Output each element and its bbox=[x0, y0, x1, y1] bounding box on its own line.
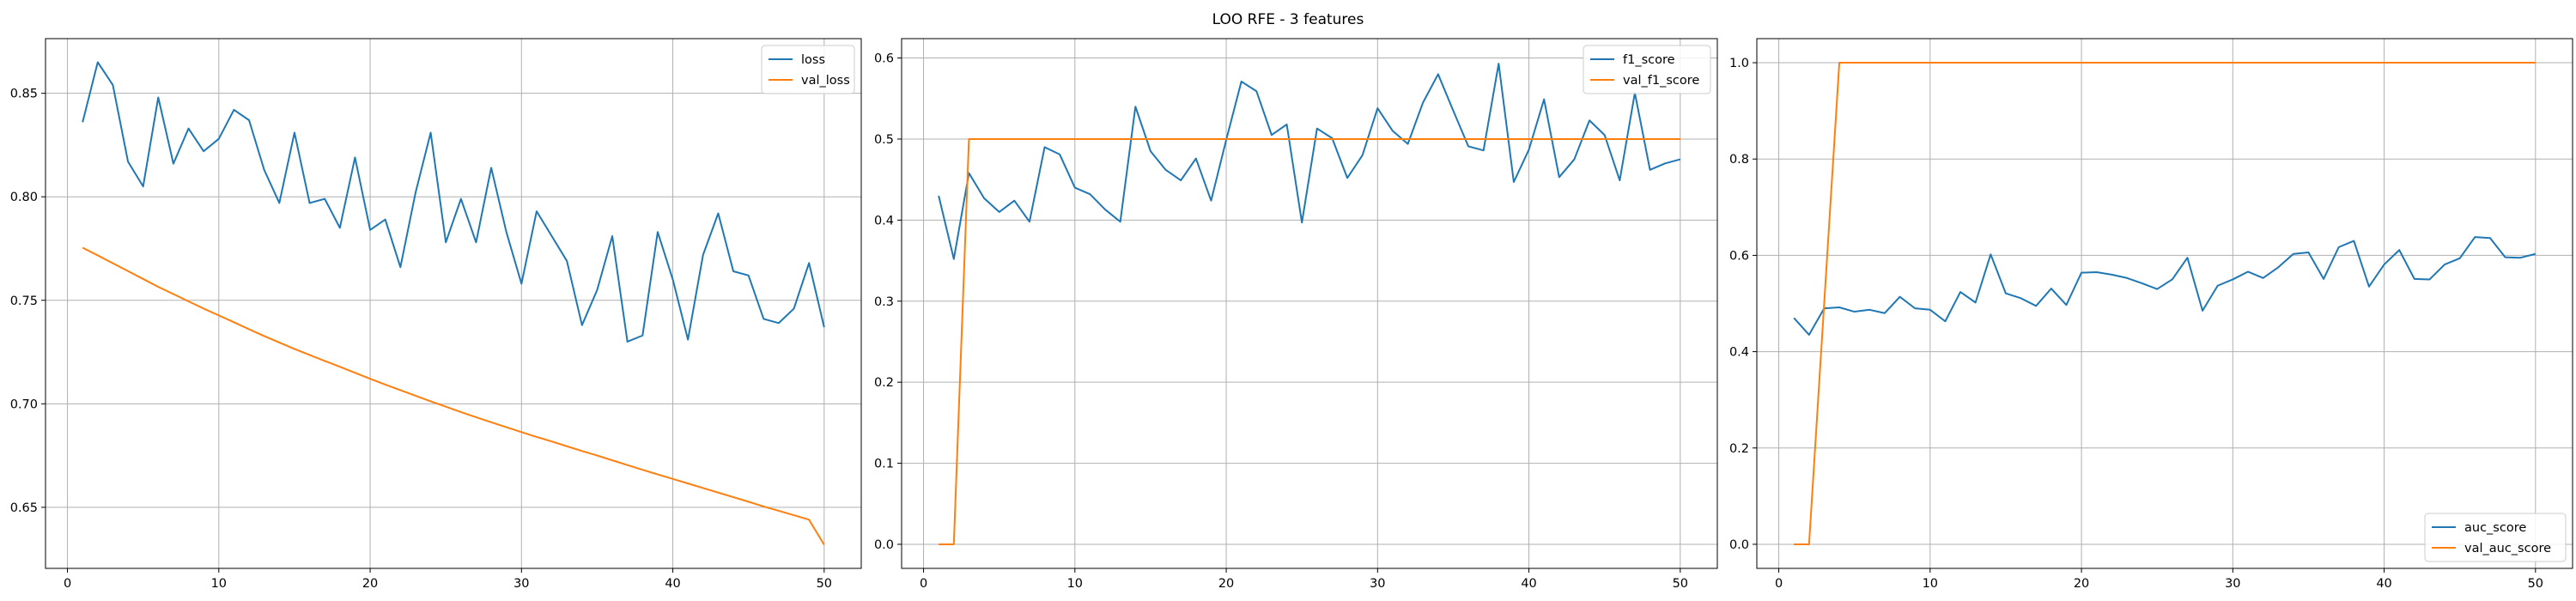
legend-label: f1_score bbox=[1623, 53, 1675, 67]
x-tick-label: 0 bbox=[64, 577, 71, 591]
x-tick-label: 0 bbox=[1775, 577, 1783, 591]
plot-frame bbox=[901, 38, 1718, 569]
y-tick-label: 0.0 bbox=[1729, 538, 1749, 552]
y-tick-label: 0.0 bbox=[874, 538, 894, 552]
y-tick-label: 0.2 bbox=[1729, 442, 1749, 456]
legend-label: auc_score bbox=[2464, 521, 2526, 535]
y-tick-label: 0.80 bbox=[10, 191, 38, 204]
legend-label: loss bbox=[801, 53, 825, 67]
x-tick-label: 10 bbox=[1067, 577, 1083, 591]
x-tick-label: 40 bbox=[665, 577, 680, 591]
y-tick-label: 0.85 bbox=[10, 88, 38, 101]
y-tick-label: 0.4 bbox=[1729, 346, 1749, 360]
x-tick-label: 50 bbox=[817, 577, 832, 591]
legend: auc_score val_auc_score bbox=[2424, 513, 2567, 562]
y-tick-label: 0.2 bbox=[874, 376, 894, 390]
loss-subplot: 0 10 20 30 40 50 0.65 0.70 0.75 0.80 0.85 loss val_l… bbox=[10, 38, 862, 591]
auc-score-subplot: 0 10 20 30 40 50 0.0 0.2 0.4 0.6 0.8 1.0 auc_scoreva… bbox=[1729, 38, 2573, 591]
x-tick-label: 20 bbox=[362, 577, 378, 591]
x-tick-label: 10 bbox=[211, 577, 227, 591]
plot-frame bbox=[45, 38, 862, 569]
legend-label: val_f1_score bbox=[1623, 74, 1699, 88]
x-tick-label: 0 bbox=[920, 577, 927, 591]
x-tick-label: 30 bbox=[513, 577, 529, 591]
legend-box bbox=[2424, 513, 2567, 562]
x-tick-label: 50 bbox=[2528, 577, 2543, 591]
series-line-val-f1-score bbox=[939, 137, 1680, 545]
x-tick-label: 50 bbox=[1673, 577, 1688, 591]
series-line-loss bbox=[82, 61, 825, 343]
series-line-auc-score bbox=[1793, 236, 2537, 336]
x-tick-label: 20 bbox=[2074, 577, 2089, 591]
y-tick-label: 0.3 bbox=[874, 295, 894, 309]
f1-score-subplot: 0 10 20 30 40 50 0.0 0.1 0.2 0.3 0.4 0.5 0.6 f1_score… bbox=[874, 38, 1718, 591]
legend: f1_score val_f1_score bbox=[1583, 45, 1711, 94]
legend-label: val_loss bbox=[801, 74, 850, 88]
legend-box bbox=[761, 45, 855, 94]
series-line-val-loss bbox=[82, 246, 825, 546]
y-tick-label: 0.75 bbox=[10, 294, 38, 308]
y-tick-label: 0.6 bbox=[874, 52, 894, 66]
x-tick-label: 20 bbox=[1218, 577, 1234, 591]
legend: loss val_loss bbox=[761, 45, 855, 94]
x-tick-label: 30 bbox=[1370, 577, 1385, 591]
x-tick-label: 40 bbox=[2376, 577, 2391, 591]
y-tick-label: 0.5 bbox=[874, 133, 894, 147]
y-tick-label: 0.70 bbox=[10, 398, 38, 411]
y-tick-label: 0.6 bbox=[1729, 249, 1749, 263]
y-tick-label: 0.4 bbox=[874, 214, 894, 228]
series-line-f1-score bbox=[938, 63, 1681, 260]
x-tick-label: 30 bbox=[2225, 577, 2240, 591]
x-tick-label: 40 bbox=[1521, 577, 1536, 591]
legend-label: val_auc_score bbox=[2464, 542, 2551, 555]
y-tick-label: 0.1 bbox=[874, 458, 894, 471]
legend-box bbox=[1583, 45, 1711, 94]
x-tick-label: 10 bbox=[1923, 577, 1938, 591]
y-tick-label: 0.8 bbox=[1729, 153, 1749, 167]
figure-title: LOO RFE - 3 features bbox=[1212, 11, 1364, 28]
plot-frame bbox=[1756, 38, 2573, 569]
y-tick-label: 0.65 bbox=[10, 501, 38, 515]
y-tick-label: 1.0 bbox=[1729, 57, 1749, 70]
series-line-val-auc-score bbox=[1794, 62, 2536, 545]
